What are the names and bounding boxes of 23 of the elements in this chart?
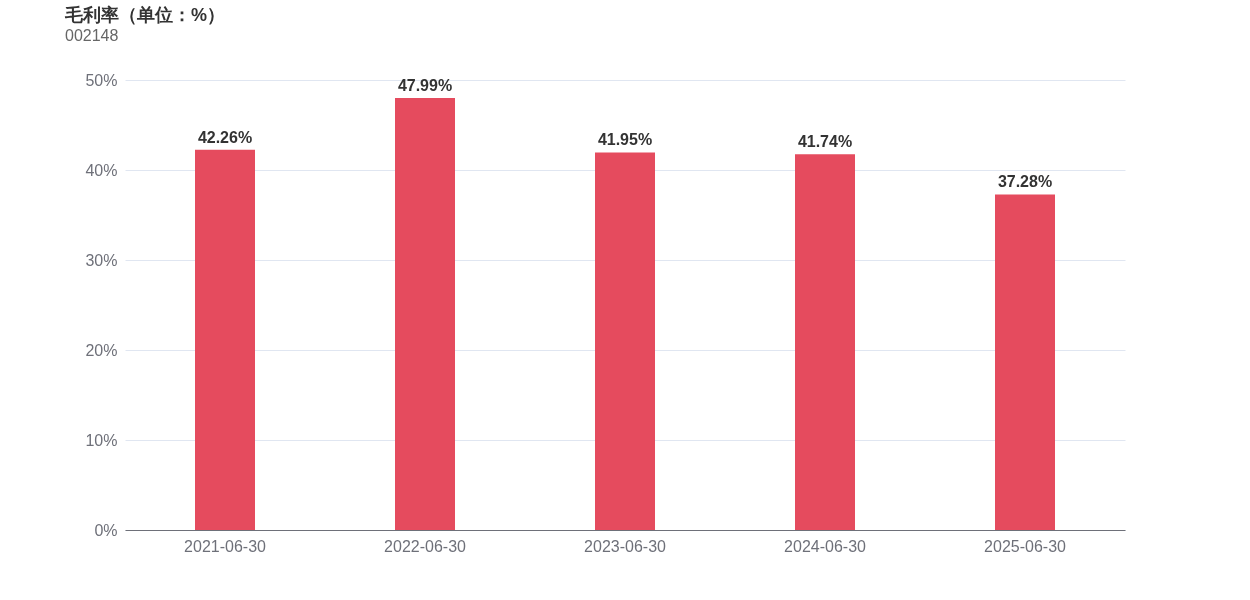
y-tick-label: 0%: [94, 521, 118, 539]
y-tick-label: 10%: [85, 431, 118, 449]
chart-title: 毛利率（单位：%）: [63, 5, 225, 25]
x-tick-label: 2022-06-30: [384, 537, 467, 555]
data-label: 42.26%: [197, 128, 253, 146]
x-tick-label: 2021-06-30: [184, 537, 267, 555]
x-tick-label: 2024-06-30: [784, 537, 867, 555]
bar: [595, 152, 655, 530]
chart-subtitle: 002148: [64, 27, 119, 44]
data-label: 37.28%: [997, 173, 1053, 191]
bar: [795, 154, 855, 530]
bar: [395, 98, 455, 530]
x-tick-label: 2025-06-30: [984, 537, 1067, 555]
data-label: 41.74%: [797, 133, 853, 151]
data-label: 41.95%: [597, 131, 653, 149]
y-tick-label: 30%: [85, 251, 118, 269]
bar: [995, 194, 1055, 530]
data-label: 47.99%: [397, 77, 453, 95]
bar: [195, 149, 255, 530]
y-tick-label: 40%: [85, 161, 118, 179]
y-tick-label: 20%: [85, 341, 118, 359]
x-tick-label: 2023-06-30: [584, 537, 667, 555]
y-tick-label: 50%: [85, 71, 118, 89]
